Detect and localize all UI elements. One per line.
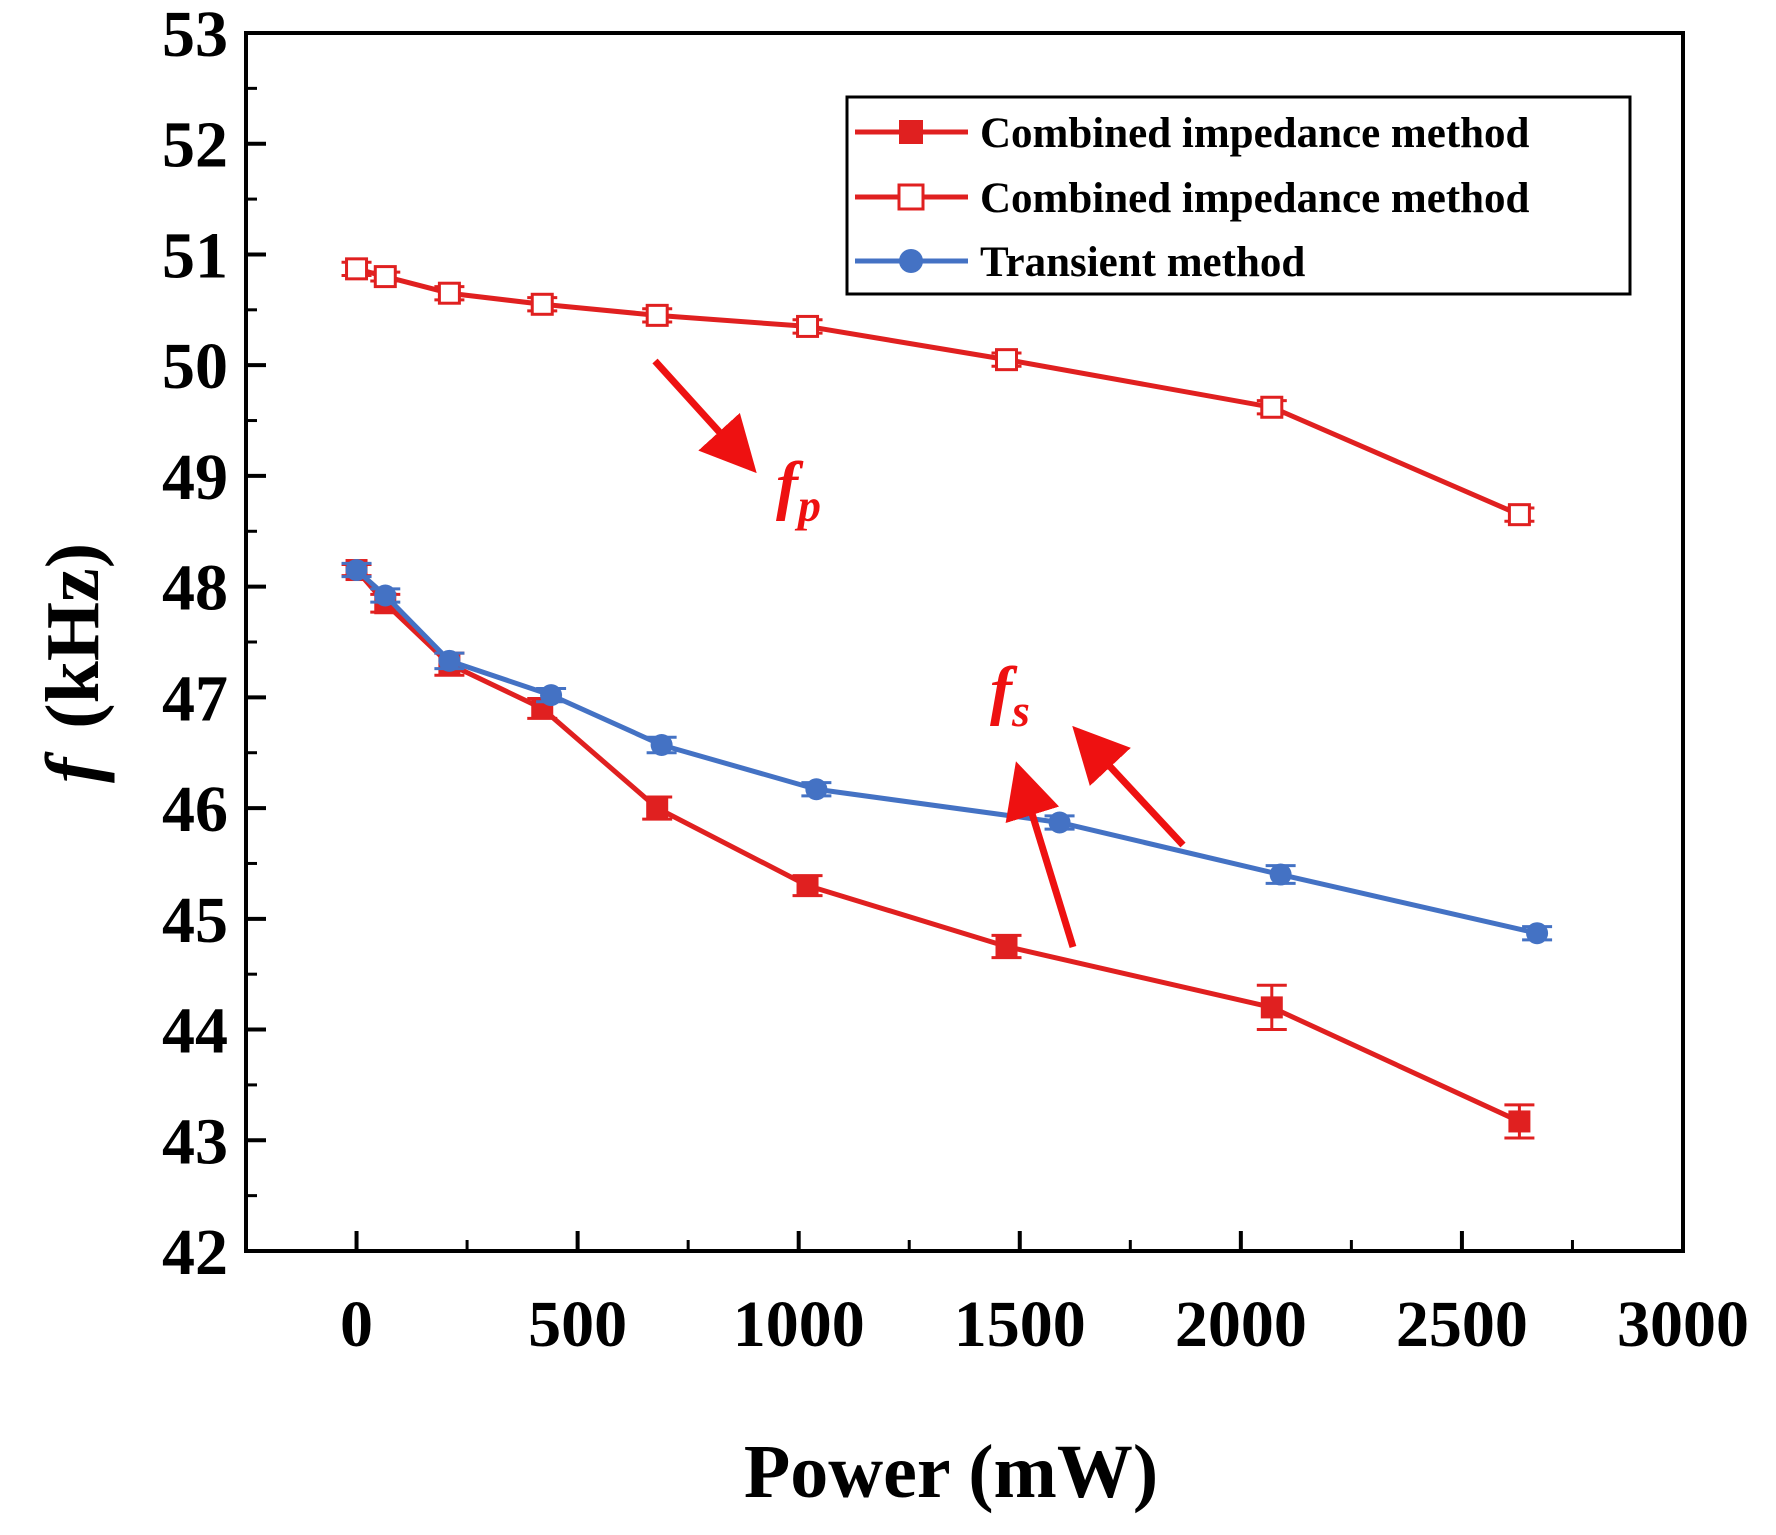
x-tick-label: 1500 — [954, 1288, 1086, 1361]
x-axis-title: Power (mW) — [744, 1430, 1158, 1514]
data-point — [345, 559, 368, 582]
legend-label: Combined impedance method — [980, 175, 1530, 222]
annotation-fs-label: fs — [990, 654, 1030, 736]
annotation-fs-arrow — [1072, 725, 1186, 848]
data-point — [1260, 996, 1283, 1019]
x-tick-label: 2000 — [1175, 1288, 1307, 1361]
y-tick-label: 53 — [162, 0, 228, 71]
data-point — [374, 584, 397, 607]
legend-item-combined-filled: Combined impedance method — [855, 110, 1530, 157]
y-tick-label: 42 — [162, 1216, 228, 1289]
y-axis-title-symbol: f — [31, 751, 115, 783]
y-tick-label: 50 — [162, 330, 228, 403]
y-tick-label: 52 — [162, 109, 228, 182]
series-2 — [341, 559, 1553, 945]
legend-label: Transient method — [980, 239, 1305, 286]
y-tick-label: 51 — [162, 219, 228, 292]
legend-marker-circle — [899, 249, 923, 273]
data-point — [646, 797, 669, 820]
series-0 — [341, 559, 1535, 1140]
data-point — [650, 733, 673, 756]
y-axis-title: f (kHz) — [31, 543, 115, 783]
data-point — [645, 303, 669, 327]
data-point — [1507, 503, 1531, 527]
y-tick-label: 45 — [162, 884, 228, 957]
svg-text:f (kHz): f (kHz) — [31, 543, 115, 783]
annotation-fp-arrow — [652, 358, 757, 474]
y-tick-label: 47 — [162, 662, 228, 735]
annotation-fs: fs — [990, 654, 1186, 949]
y-tick-label: 48 — [162, 552, 228, 625]
data-point — [796, 874, 819, 897]
annotation-fs-arrow — [1005, 761, 1077, 949]
series-1 — [341, 257, 1535, 527]
data-point — [995, 935, 1018, 958]
y-tick-label: 43 — [162, 1105, 228, 1178]
data-point — [1508, 1110, 1531, 1133]
data-point — [540, 684, 563, 707]
legend-label: Combined impedance method — [980, 110, 1530, 157]
axis-layer: 42 43 44 45 46 47 48 49 50 51 52 53 0 500 1000 1500 2000… — [162, 0, 1749, 1361]
x-tick-label: 0 — [340, 1288, 373, 1361]
y-tick-label: 49 — [162, 441, 228, 514]
data-point — [796, 314, 820, 338]
data-point — [1526, 922, 1549, 945]
data-point — [373, 265, 397, 289]
x-tick-label: 1000 — [733, 1288, 865, 1361]
x-tick-label: 500 — [528, 1288, 627, 1361]
data-point — [995, 348, 1019, 372]
data-point — [530, 292, 554, 316]
annotation-fp: fp — [652, 358, 821, 531]
series-line — [354, 568, 1521, 1124]
series-layer — [341, 257, 1553, 1140]
annotation-fp-label: fp — [776, 449, 821, 531]
series-line — [354, 568, 1538, 936]
x-tick-label: 3000 — [1617, 1288, 1749, 1361]
legend-item-transient: Transient method — [855, 239, 1305, 286]
y-axis-title-unit: (kHz) — [31, 543, 115, 729]
legend: Combined impedance method Combined imped… — [845, 95, 1632, 296]
legend-marker-square-filled — [899, 120, 923, 144]
legend-box — [845, 95, 1632, 296]
data-point — [345, 257, 369, 281]
data-point — [1260, 395, 1284, 419]
y-tick-label: 44 — [162, 995, 228, 1068]
data-point — [1269, 863, 1292, 886]
legend-marker-square-open — [897, 183, 925, 211]
data-point — [438, 649, 461, 672]
data-point — [1048, 811, 1071, 834]
data-point — [805, 778, 828, 801]
x-tick-label: 2500 — [1396, 1288, 1528, 1361]
y-tick-label: 46 — [162, 773, 228, 846]
data-point — [437, 281, 461, 305]
legend-item-combined-open: Combined impedance method — [855, 175, 1530, 222]
